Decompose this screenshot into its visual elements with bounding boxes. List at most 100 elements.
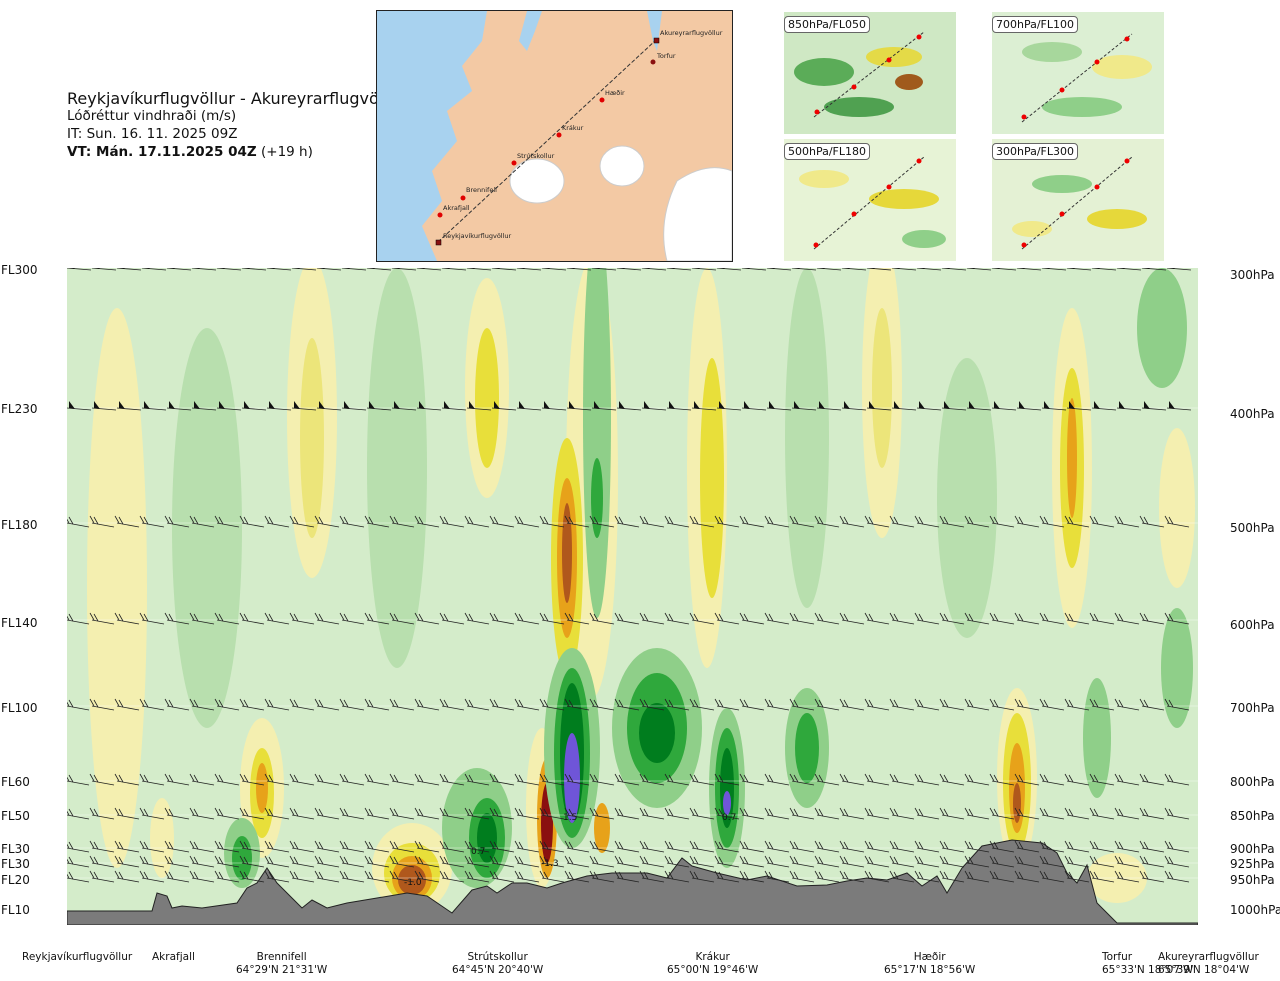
wind-barb xyxy=(691,619,715,625)
wind-barb xyxy=(316,705,340,711)
wind-barb-flag xyxy=(964,698,974,708)
wind-barb xyxy=(766,407,792,411)
wind-barb xyxy=(166,847,190,853)
flight-level-label: FL100 xyxy=(1,701,38,715)
wind-barb xyxy=(1166,407,1192,411)
wind-barb xyxy=(616,814,640,820)
wind-barb xyxy=(816,780,840,786)
wind-barb-flag xyxy=(939,870,949,880)
wind-barb-flag xyxy=(969,401,975,409)
wind-barb-flag xyxy=(789,855,799,865)
wind-barb xyxy=(741,814,765,820)
wind-barb-flag xyxy=(739,840,749,850)
wind-barb xyxy=(616,847,640,853)
wind-barb xyxy=(491,522,515,528)
wind-barb-flag xyxy=(1114,698,1124,708)
wind-barb-flag xyxy=(1119,401,1125,409)
wind-barb xyxy=(841,522,865,528)
route-map-graphic: Akureyrarflugvöllur Torfur Hæðir Krákur … xyxy=(377,11,732,261)
wind-barb-flag xyxy=(839,773,849,783)
wind-barb xyxy=(616,619,640,625)
wind-barb xyxy=(116,619,140,625)
wind-barb xyxy=(991,522,1015,528)
wind-barb-flag xyxy=(714,612,724,622)
wind-barb-flag xyxy=(914,840,924,850)
wind-barb-flag xyxy=(1039,612,1049,622)
wind-barb xyxy=(741,877,765,883)
wind-barb xyxy=(916,847,940,853)
wind-barb xyxy=(566,267,592,271)
wind-barb xyxy=(791,619,815,625)
wind-barb-flag xyxy=(764,698,774,708)
wind-barb-flag xyxy=(639,870,649,880)
wind-barb xyxy=(616,407,642,411)
wind-barb-flag xyxy=(1089,612,1099,622)
pressure-label: 900hPa xyxy=(1230,842,1275,856)
location-coord: 65°00'N 19°46'W xyxy=(667,964,759,976)
wind-barb-flag xyxy=(989,807,999,817)
wind-barb xyxy=(191,522,215,528)
wind-barb-flag xyxy=(339,807,349,817)
wind-barb-flag xyxy=(1139,515,1149,525)
map-label: Akrafjall xyxy=(443,204,470,212)
wind-barb-flag xyxy=(239,773,249,783)
wind-barb xyxy=(541,705,565,711)
wind-barb-flag xyxy=(864,855,874,865)
wind-barb xyxy=(1016,407,1042,411)
wind-barb-flag xyxy=(114,515,124,525)
wind-barb xyxy=(866,862,890,868)
wind-barb-flag xyxy=(644,401,650,409)
wind-barb-flag xyxy=(864,840,874,850)
value-label: 0.7 xyxy=(722,813,736,823)
wind-barb-flag xyxy=(719,401,725,409)
airport-marker xyxy=(435,239,442,246)
wind-barb xyxy=(91,877,115,883)
wind-barb xyxy=(1016,780,1040,786)
wind-barb-flag xyxy=(514,870,524,880)
wind-barb xyxy=(341,862,365,868)
wind-barb xyxy=(741,862,765,868)
wind-barb xyxy=(966,619,990,625)
wind-barb xyxy=(191,619,215,625)
wind-barb-flag xyxy=(1039,870,1049,880)
wind-barb xyxy=(341,407,367,411)
wind-barb-flag xyxy=(1039,515,1049,525)
wind-barb xyxy=(941,705,965,711)
wind-barb xyxy=(891,522,915,528)
wind-barb xyxy=(216,862,240,868)
wind-barb xyxy=(916,705,940,711)
wind-barb-flag xyxy=(389,698,399,708)
pressure-label: 500hPa xyxy=(1230,521,1275,535)
wind-barb xyxy=(616,705,640,711)
wind-barb xyxy=(341,267,367,271)
wind-barb xyxy=(1141,814,1165,820)
wind-barb-flag xyxy=(1014,515,1024,525)
wind-barb-flag xyxy=(339,612,349,622)
wind-barb xyxy=(441,267,467,271)
wind-barb-flag xyxy=(189,840,199,850)
wind-barb-flag xyxy=(814,807,824,817)
wind-barb xyxy=(366,407,392,411)
cross-section: -1.0 0.7 -1.3 1.5 0.7 xyxy=(64,218,1199,926)
wind-barb-flag xyxy=(1014,870,1024,880)
wind-barb-flag xyxy=(489,773,499,783)
wind-barb xyxy=(866,847,890,853)
wind-barb-flag xyxy=(464,855,474,865)
wind-barb-flag xyxy=(89,698,99,708)
wind-barb xyxy=(816,847,840,853)
wind-barb-flag xyxy=(189,773,199,783)
wind-barb-flag xyxy=(564,840,574,850)
wind-barb-flag xyxy=(239,807,249,817)
wind-barb xyxy=(691,267,717,271)
wind-barb-flag xyxy=(139,515,149,525)
wind-barb xyxy=(716,862,740,868)
wind-barb xyxy=(1091,862,1115,868)
wind-barb xyxy=(516,780,540,786)
wind-barb-flag xyxy=(89,870,99,880)
wind-barb xyxy=(666,814,690,820)
wind-barb-flag xyxy=(344,401,350,409)
wind-barb-flag xyxy=(669,401,675,409)
wind-barb xyxy=(1016,847,1040,853)
wind-barb xyxy=(391,862,415,868)
wind-barb xyxy=(941,522,965,528)
